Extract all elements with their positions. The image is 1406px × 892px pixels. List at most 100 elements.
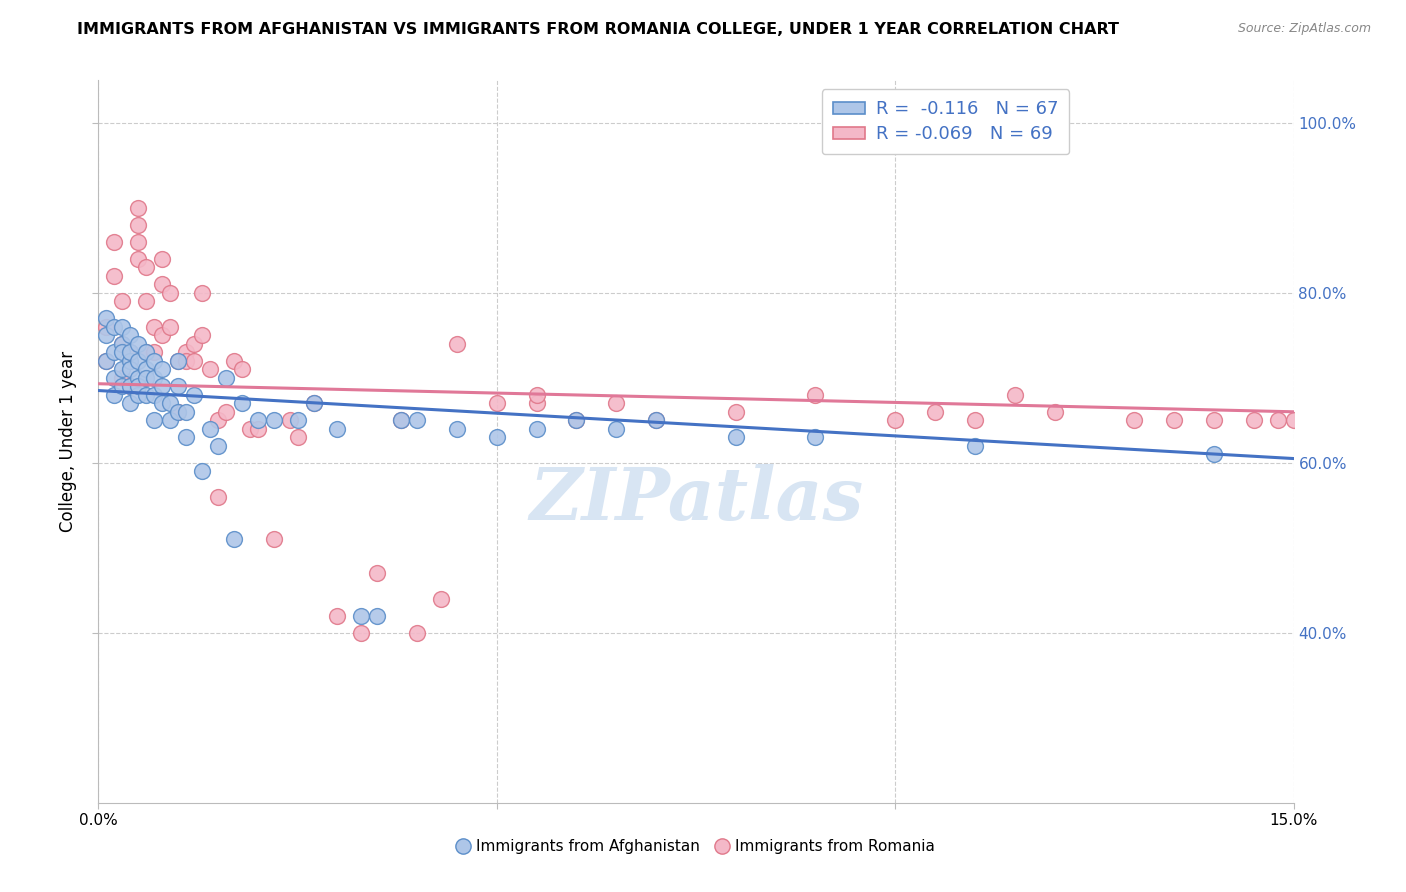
- Point: [191, 328, 214, 343]
- Point: [526, 388, 548, 402]
- Point: [222, 533, 245, 547]
- Point: [231, 396, 253, 410]
- Point: [724, 405, 747, 419]
- Point: [406, 413, 429, 427]
- Point: [326, 422, 349, 436]
- Point: [1123, 413, 1146, 427]
- Point: [1202, 413, 1225, 427]
- Point: [167, 405, 190, 419]
- Point: [645, 413, 668, 427]
- Point: [127, 201, 149, 215]
- Point: [111, 371, 134, 385]
- Point: [96, 319, 118, 334]
- Point: [645, 413, 668, 427]
- Point: [150, 277, 173, 292]
- Point: [135, 345, 157, 359]
- Point: [111, 294, 134, 309]
- Point: [143, 345, 166, 359]
- Point: [366, 608, 388, 623]
- Point: [135, 294, 157, 309]
- Point: [389, 413, 412, 427]
- Point: [215, 371, 238, 385]
- Point: [263, 413, 285, 427]
- Point: [143, 388, 166, 402]
- Point: [287, 413, 309, 427]
- Point: [135, 362, 157, 376]
- Point: [1163, 413, 1185, 427]
- Point: [96, 353, 118, 368]
- Point: [120, 345, 142, 359]
- Point: [446, 422, 468, 436]
- Point: [1004, 388, 1026, 402]
- Point: [167, 353, 190, 368]
- Point: [127, 235, 149, 249]
- Point: [366, 566, 388, 581]
- Point: [143, 353, 166, 368]
- Point: [120, 396, 142, 410]
- Point: [430, 591, 453, 606]
- Point: [135, 260, 157, 275]
- Legend: Immigrants from Afghanistan, Immigrants from Romania: Immigrants from Afghanistan, Immigrants …: [450, 833, 942, 860]
- Point: [150, 379, 173, 393]
- Point: [150, 396, 173, 410]
- Point: [565, 413, 588, 427]
- Point: [111, 362, 134, 376]
- Point: [120, 328, 142, 343]
- Point: [127, 371, 149, 385]
- Point: [111, 336, 134, 351]
- Point: [183, 336, 205, 351]
- Point: [103, 371, 125, 385]
- Point: [120, 379, 142, 393]
- Point: [159, 285, 181, 300]
- Point: [174, 430, 197, 444]
- Point: [526, 396, 548, 410]
- Point: [485, 430, 508, 444]
- Point: [167, 405, 190, 419]
- Point: [1267, 413, 1289, 427]
- Text: ZIPatlas: ZIPatlas: [529, 464, 863, 535]
- Point: [198, 362, 221, 376]
- Point: [963, 439, 986, 453]
- Point: [246, 413, 269, 427]
- Point: [96, 311, 118, 326]
- Point: [159, 319, 181, 334]
- Point: [103, 345, 125, 359]
- Point: [103, 319, 125, 334]
- Point: [222, 353, 245, 368]
- Point: [215, 405, 238, 419]
- Point: [1282, 413, 1305, 427]
- Point: [231, 362, 253, 376]
- Text: Source: ZipAtlas.com: Source: ZipAtlas.com: [1237, 22, 1371, 36]
- Point: [263, 533, 285, 547]
- Point: [127, 353, 149, 368]
- Point: [120, 362, 142, 376]
- Point: [207, 413, 229, 427]
- Point: [150, 328, 173, 343]
- Point: [103, 235, 125, 249]
- Point: [143, 413, 166, 427]
- Point: [207, 439, 229, 453]
- Point: [174, 405, 197, 419]
- Point: [111, 345, 134, 359]
- Point: [191, 464, 214, 478]
- Point: [174, 345, 197, 359]
- Point: [127, 218, 149, 232]
- Point: [302, 396, 325, 410]
- Point: [565, 413, 588, 427]
- Point: [127, 379, 149, 393]
- Point: [198, 422, 221, 436]
- Point: [127, 388, 149, 402]
- Point: [239, 422, 262, 436]
- Point: [111, 379, 134, 393]
- Point: [287, 430, 309, 444]
- Point: [724, 430, 747, 444]
- Point: [963, 413, 986, 427]
- Point: [135, 371, 157, 385]
- Point: [135, 345, 157, 359]
- Point: [1202, 447, 1225, 461]
- Point: [183, 353, 205, 368]
- Point: [143, 319, 166, 334]
- Point: [120, 353, 142, 368]
- Point: [446, 336, 468, 351]
- Point: [246, 422, 269, 436]
